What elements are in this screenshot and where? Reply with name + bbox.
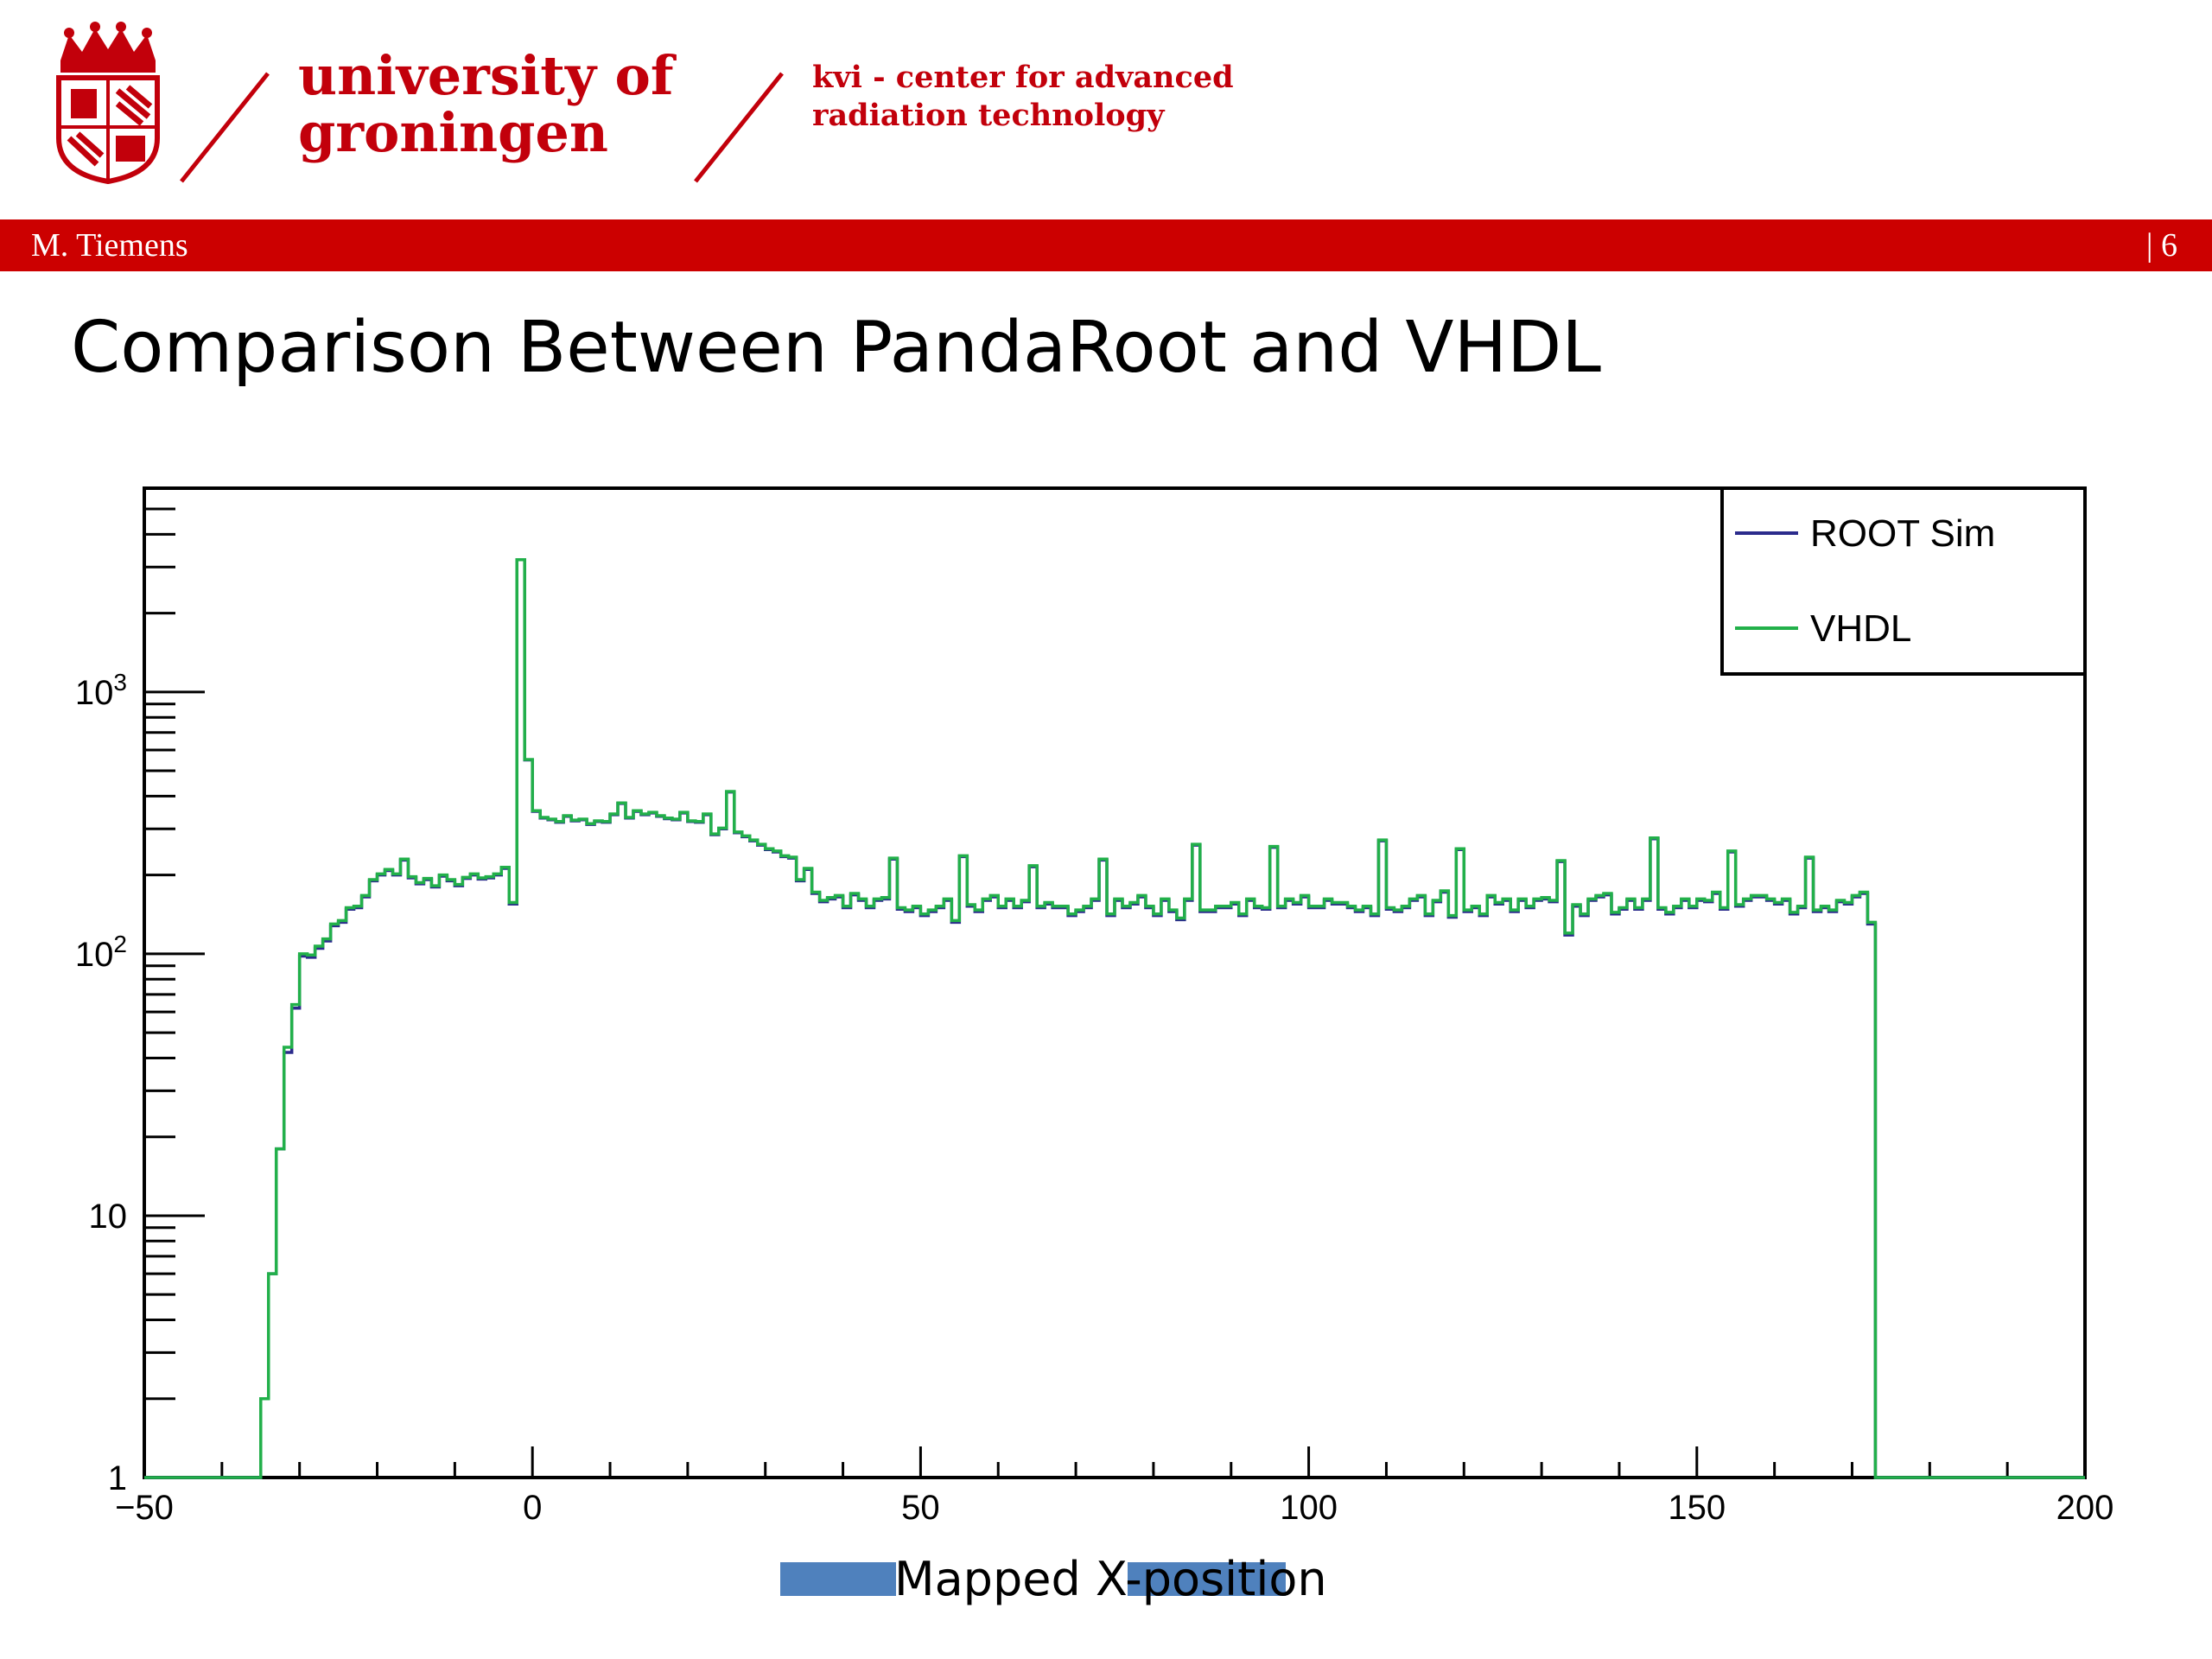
page-number: | 6 (2145, 227, 2177, 264)
legend-box (1720, 486, 2087, 676)
legend-label: VHDL (1810, 607, 1911, 650)
label-highlight (1128, 1562, 1286, 1596)
y-tick-label: 103 (75, 669, 127, 712)
x-tick-label: 0 (523, 1489, 542, 1527)
institute-name: kvi - center for advanced radiation tech… (812, 60, 1234, 133)
x-axis-label: Mapped X-position (894, 1552, 1327, 1606)
histogram-chart: −50 0 50 100 150 200 1 10 102 103 ROOT Sim VHDL (75, 486, 2114, 1527)
university-crest-logo (52, 22, 164, 186)
label-highlight (780, 1562, 896, 1596)
slide-title: Comparison Between PandaRoot and VHDL (71, 307, 1601, 389)
divider-slash (694, 72, 784, 183)
series-line-vhdl (144, 557, 2085, 1479)
author-name: M. Tiemens (31, 227, 188, 264)
y-tick-label: 1 (108, 1459, 127, 1497)
x-tick-label: −50 (115, 1489, 174, 1527)
university-name: university of groningen (298, 44, 674, 164)
x-tick-label: 50 (901, 1489, 940, 1527)
x-tick-label: 200 (2056, 1489, 2114, 1527)
x-tick-label: 150 (1668, 1489, 1726, 1527)
header-bar: M. Tiemens | 6 (0, 219, 2212, 271)
divider-slash (180, 72, 270, 183)
series-line-root-sim (144, 557, 2085, 1479)
plot-frame (143, 486, 2087, 1479)
y-tick-label: 102 (75, 931, 127, 974)
x-tick-label: 100 (1280, 1489, 1338, 1527)
legend-label: ROOT Sim (1810, 512, 1995, 555)
y-tick-label: 10 (89, 1198, 128, 1236)
